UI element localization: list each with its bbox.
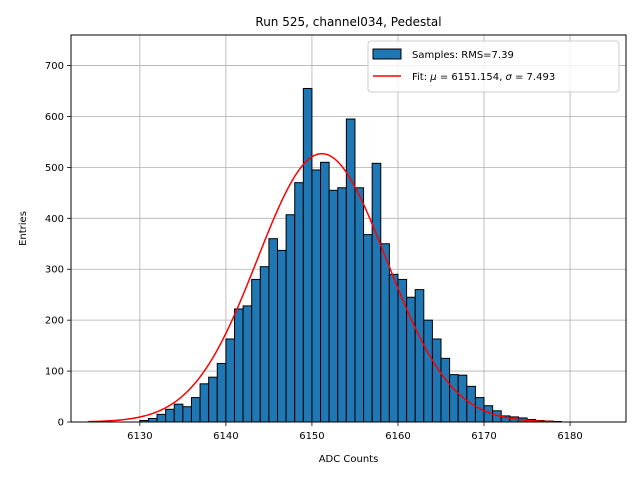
histogram-bar — [440, 357, 451, 423]
histogram-bar — [216, 362, 227, 423]
legend-label-fit: Fit: μ = 6151.154, σ = 7.493 — [412, 72, 555, 83]
histogram-bar — [302, 87, 313, 423]
histogram-bar — [337, 187, 347, 423]
y-tick-label: 500 — [45, 163, 64, 174]
legend-box — [367, 40, 620, 93]
histogram-bar — [397, 278, 408, 423]
histogram-bar — [259, 266, 270, 423]
histogram-bar — [457, 374, 468, 423]
histogram-bar — [233, 308, 244, 423]
y-tick-label: 600 — [45, 112, 64, 123]
fit-curve — [88, 152, 553, 423]
histogram-bar — [354, 187, 365, 423]
histogram-bar — [414, 289, 425, 423]
histogram-bar — [311, 169, 322, 423]
histogram-bar — [199, 383, 210, 423]
y-tick-label: 0 — [58, 418, 64, 429]
histogram-bar — [380, 243, 390, 423]
histogram-bar — [449, 374, 459, 423]
histogram-bar — [363, 234, 373, 423]
histogram-bar — [294, 182, 304, 423]
x-axis: 6130 6140 6150 6160 6170 6180 — [127, 422, 583, 442]
y-tick-label: 400 — [45, 214, 64, 225]
histogram-bar — [251, 278, 261, 423]
histogram-bar — [225, 338, 235, 423]
histogram-bar — [285, 214, 296, 423]
y-tick-label: 200 — [45, 316, 64, 327]
x-tick-label: 6160 — [385, 431, 410, 442]
y-tick-label: 300 — [45, 265, 64, 276]
histogram-bar — [182, 406, 192, 423]
histogram-bar — [320, 161, 330, 423]
histogram-bar — [173, 403, 184, 423]
x-axis-label: ADC Counts — [319, 454, 379, 465]
histogram-bar — [345, 118, 356, 423]
histogram-bar — [156, 413, 167, 423]
chart-title: Run 525, channel034, Pedestal — [255, 15, 441, 29]
histogram-bar — [208, 376, 218, 423]
histogram-bar — [242, 305, 253, 423]
histogram-bar — [423, 319, 433, 423]
histogram-bar — [406, 296, 416, 423]
histogram-bar — [388, 273, 399, 423]
x-tick-label: 6180 — [557, 431, 582, 442]
legend: Samples: RMS=7.39 Fit: μ = 6151.154, σ =… — [367, 40, 620, 93]
histogram-bar — [277, 249, 287, 423]
legend-label-samples: Samples: RMS=7.39 — [412, 50, 514, 61]
histogram-bar — [431, 338, 442, 423]
y-axis: 0 100 200 300 400 500 600 700 — [45, 61, 71, 429]
plot-frame — [70, 34, 627, 423]
histogram-bar — [190, 397, 201, 423]
x-tick-label: 6140 — [213, 431, 238, 442]
y-axis-label: Entries — [18, 211, 29, 246]
histogram-bar — [328, 189, 339, 423]
x-tick-label: 6150 — [299, 431, 324, 442]
y-tick-label: 100 — [45, 367, 64, 378]
legend-bar-swatch — [372, 48, 402, 60]
histogram-bar — [268, 238, 279, 423]
x-tick-label: 6130 — [127, 431, 152, 442]
histogram-bar — [371, 162, 382, 423]
x-tick-label: 6170 — [471, 431, 496, 442]
y-tick-label: 700 — [45, 61, 64, 72]
histogram-bar — [165, 408, 175, 423]
histogram-bar — [147, 417, 158, 423]
